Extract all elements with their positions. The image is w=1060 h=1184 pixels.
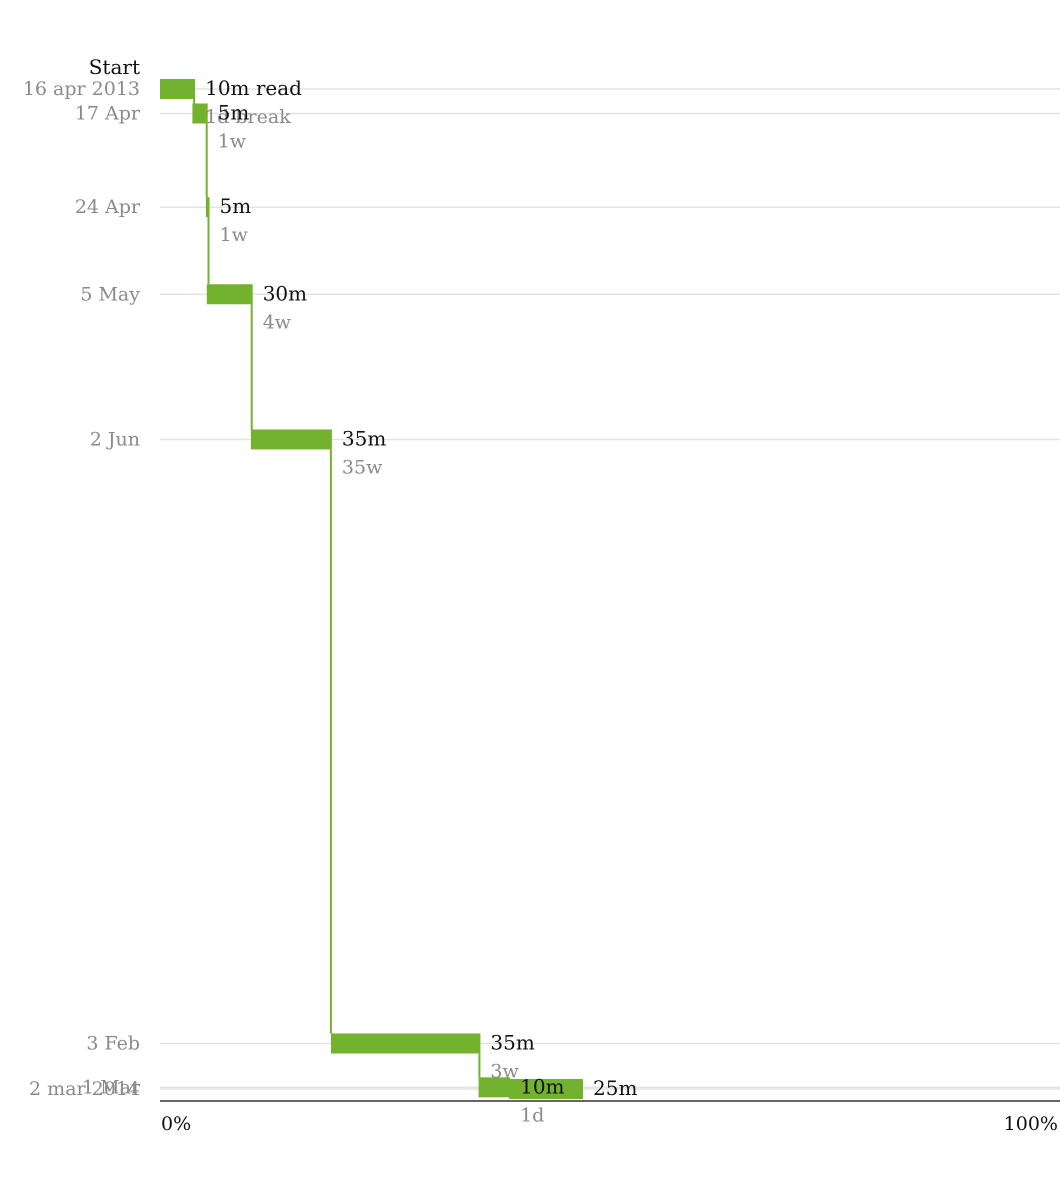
date-label: 2 mar 2014 (29, 1078, 140, 1100)
gridlines (160, 88, 1060, 1090)
session-gap-label: 4w (263, 311, 292, 333)
session-bar (192, 103, 208, 124)
date-label: 5 May (80, 283, 140, 305)
session-bar (206, 284, 253, 305)
session-duration-label: 5m (218, 100, 250, 124)
session-duration-label: 10m (520, 1074, 564, 1098)
progress-connectors (193, 99, 511, 1098)
session-gap-label: 1d (520, 1104, 544, 1126)
date-label: 3 Feb (86, 1032, 140, 1054)
session-duration-label: 10m read (205, 76, 302, 100)
session-gap-label: 3w (490, 1060, 519, 1082)
session-bar (205, 197, 210, 218)
session-gap-label: 1d break (205, 106, 291, 128)
x-axis-max-label: 100% (1004, 1113, 1058, 1135)
date-label: 1 Mar (82, 1076, 141, 1098)
date-label: 16 apr 2013 (23, 78, 140, 100)
session-duration-label: 5m (220, 194, 252, 218)
start-label: Start (89, 55, 140, 79)
session-duration-label: 25m (593, 1076, 637, 1100)
session-bar (250, 429, 332, 450)
session-bars (160, 79, 583, 1099)
session-bar (509, 1079, 583, 1099)
session-gap-label: 35w (342, 456, 383, 478)
session-gap-label: 1w (218, 130, 247, 152)
date-label: 17 Apr (75, 102, 141, 124)
session-bar (331, 1033, 481, 1054)
session-bar (160, 79, 196, 99)
date-label: 24 Apr (75, 196, 141, 218)
session-labels: 16 apr 2013 10m read 1d break 17 Apr 5m 1w 24 … (23, 76, 638, 1126)
x-axis-min-label: 0% (161, 1113, 191, 1135)
session-gap-label: 1w (220, 224, 249, 246)
date-label: 2 Jun (90, 428, 140, 450)
session-bar (478, 1077, 511, 1098)
session-duration-label: 30m (263, 281, 307, 305)
session-duration-label: 35m (490, 1030, 534, 1054)
session-duration-label: 35m (342, 426, 386, 450)
